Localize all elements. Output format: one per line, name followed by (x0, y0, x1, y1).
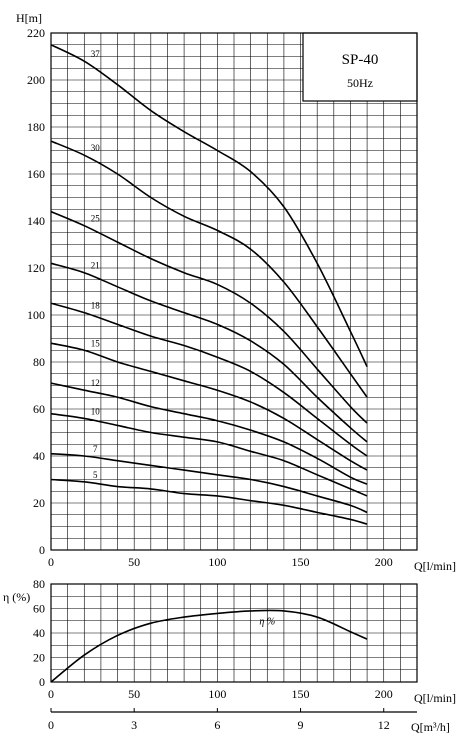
x-tick-label: 50 (128, 555, 140, 569)
chart-title: SP-40 (342, 52, 379, 68)
stage-label: 7 (93, 444, 98, 454)
series-line-18 (50, 302, 368, 457)
stage-label: 15 (91, 338, 101, 348)
stage-label: 10 (91, 406, 101, 416)
stage-label: 37 (91, 49, 101, 59)
series-line-10 (50, 412, 368, 497)
stage-label: 5 (93, 470, 98, 480)
efficiency-tick-labels: 0 50 100 150 200 0 20 40 60 80 (33, 577, 393, 701)
y-tick-label: 0 (39, 543, 45, 557)
efficiency-label: η % (259, 616, 275, 627)
y-tick-label: 160 (27, 167, 45, 181)
series-line-30 (50, 140, 368, 398)
x-tick-label: 200 (375, 687, 393, 701)
efficiency-y-label: η (%) (3, 590, 30, 604)
y-tick-label: 140 (27, 214, 45, 228)
x-tick-label: 150 (292, 687, 310, 701)
stage-label: 18 (91, 301, 101, 311)
y-tick-label: 20 (33, 651, 45, 665)
series-line-5 (50, 478, 368, 525)
x-tick-label: 100 (208, 687, 226, 701)
m3h-tick-label: 0 (48, 718, 54, 732)
stage-label: 21 (91, 261, 100, 271)
series-line- (50, 609, 368, 683)
x-tick-label: 100 (208, 555, 226, 569)
series-line-7 (50, 452, 368, 514)
x-tick-label: 50 (128, 687, 140, 701)
series-line-25 (50, 210, 368, 424)
series-line-12 (50, 382, 368, 485)
y-tick-label: 60 (33, 602, 45, 616)
y-tick-label: 100 (27, 308, 45, 322)
x-tick-label: 0 (48, 687, 54, 701)
m3h-tick-label: 6 (214, 718, 220, 732)
efficiency-frame (50, 583, 418, 683)
y-tick-label: 120 (27, 261, 45, 275)
efficiency-curve (50, 609, 368, 683)
y-tick-label: 180 (27, 120, 45, 134)
y-tick-label: 200 (27, 73, 45, 87)
stage-label: 25 (91, 214, 101, 224)
x-tick-label: 200 (375, 555, 393, 569)
y-tick-label: 60 (33, 402, 45, 416)
head-curves (50, 44, 368, 525)
efficiency-curve-label: η % (259, 616, 275, 627)
main-tick-labels: 0 50 100 150 200 0 20 40 60 80 100 120 140 160 180 200 2… (27, 26, 393, 569)
x-tick-label: 150 (292, 555, 310, 569)
chart-subtitle: 50Hz (347, 76, 373, 90)
m3h-tick-label: 9 (298, 718, 304, 732)
y-axis-label: H[m] (16, 11, 42, 25)
y-tick-label: 40 (33, 626, 45, 640)
y-tick-label: 20 (33, 496, 45, 510)
efficiency-grid (51, 584, 417, 682)
x-axis-label: Q[l/min] (414, 559, 456, 573)
series-line-21 (50, 262, 368, 443)
curve-labels: 37 30 25 21 18 15 12 10 7 5 (91, 49, 101, 480)
title-box (302, 32, 418, 102)
y-tick-label: 220 (27, 26, 45, 40)
series-line-37 (50, 44, 368, 368)
main-grid (51, 33, 417, 550)
y-tick-label: 0 (39, 675, 45, 689)
y-tick-label: 80 (33, 355, 45, 369)
y-tick-label: 80 (33, 577, 45, 591)
m3h-tick-label: 12 (378, 718, 390, 732)
efficiency-x-label: Q[l/min] (414, 691, 456, 705)
y-tick-label: 40 (33, 449, 45, 463)
stage-label: 12 (91, 378, 100, 388)
m3h-tick-label: 3 (131, 718, 137, 732)
stage-label: 30 (91, 143, 101, 153)
m3h-ticks: 0 3 6 9 12 (48, 708, 390, 732)
m3h-axis-label: Q[m³/h] (411, 720, 450, 734)
series-line-15 (50, 342, 368, 471)
main-frame (50, 32, 418, 551)
x-tick-label: 0 (48, 555, 54, 569)
